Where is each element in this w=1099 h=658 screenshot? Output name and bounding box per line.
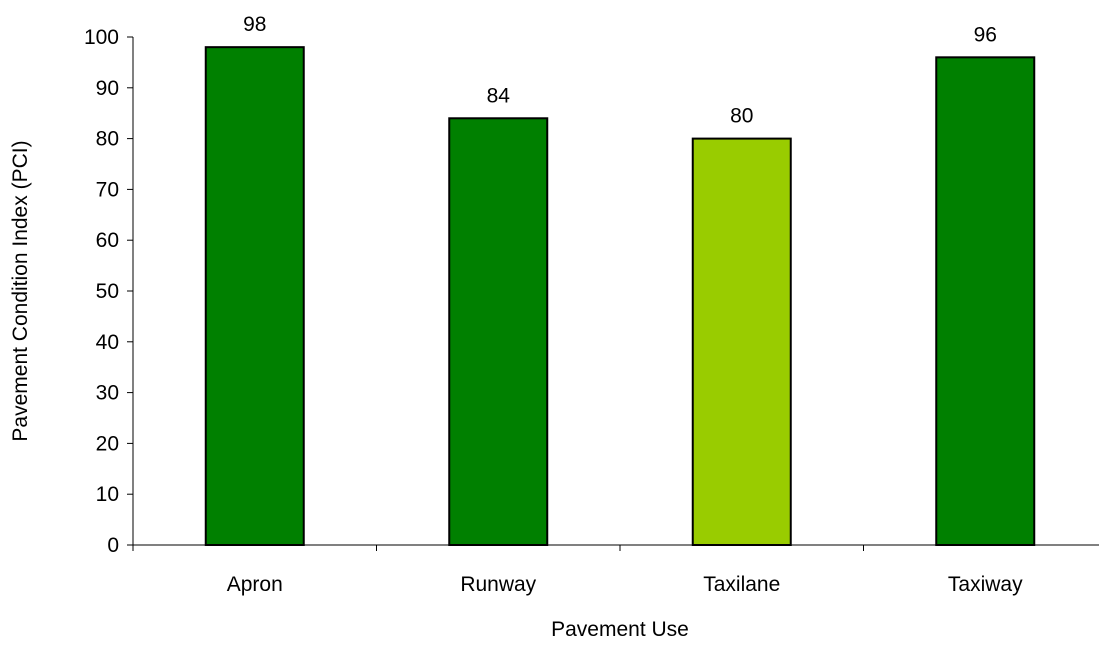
x-axis: Apron Runway Taxilane Taxiway xyxy=(132,544,1099,596)
y-tick-label: 40 xyxy=(96,331,119,354)
y-tick-label: 30 xyxy=(96,382,119,405)
bar-apron xyxy=(204,46,305,546)
x-tick-label-apron: Apron xyxy=(227,573,283,596)
data-label-apron: 98 xyxy=(243,13,266,36)
y-tick-label: 10 xyxy=(96,483,119,506)
bar-taxiway xyxy=(935,56,1036,546)
y-axis: 0 10 20 30 40 50 60 70 80 90 100 xyxy=(84,26,134,557)
y-tick-label: 60 xyxy=(96,229,119,252)
y-tick-label: 20 xyxy=(96,432,119,455)
bars-group: 98 84 80 96 xyxy=(204,13,1036,546)
y-tick-label: 90 xyxy=(96,77,119,100)
y-tick-label: 70 xyxy=(96,178,119,201)
y-axis-title: Pavement Condition Index (PCI) xyxy=(9,140,32,441)
y-tick-label: 50 xyxy=(96,280,119,303)
bar-taxilane xyxy=(691,137,792,546)
x-tick-label-taxilane: Taxilane xyxy=(703,573,780,596)
y-tick-label: 100 xyxy=(84,26,119,49)
y-tick-label: 0 xyxy=(107,534,119,557)
x-tick-label-taxiway: Taxiway xyxy=(948,573,1023,596)
x-axis-title: Pavement Use xyxy=(551,618,689,641)
x-tick-label-runway: Runway xyxy=(460,573,536,596)
data-label-taxilane: 80 xyxy=(730,105,753,128)
data-label-taxiway: 96 xyxy=(974,23,997,46)
y-tick-label: 80 xyxy=(96,128,119,151)
data-label-runway: 84 xyxy=(487,84,511,107)
bar-runway xyxy=(448,117,549,546)
